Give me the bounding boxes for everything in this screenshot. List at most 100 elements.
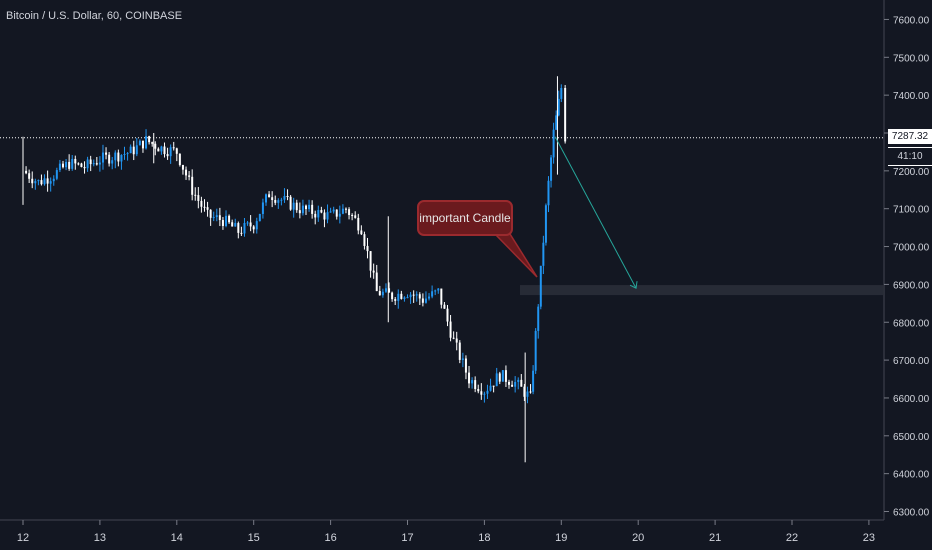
candle-body	[28, 173, 31, 179]
candle-body	[304, 205, 307, 210]
candle-body	[437, 288, 440, 291]
candle-body	[301, 205, 304, 214]
candle-body	[132, 146, 135, 155]
candle-body	[268, 194, 271, 198]
candle-body	[135, 145, 138, 155]
time-tick-label: 12	[17, 532, 29, 544]
important-candle-callout[interactable]: important Candle	[417, 200, 513, 236]
candle-body	[154, 143, 157, 149]
candle-body	[335, 209, 338, 217]
candle-body	[434, 290, 437, 292]
candle-body	[471, 380, 474, 384]
candle-body	[461, 358, 464, 360]
candle-body	[71, 158, 74, 169]
price-tick-label: 7500.00	[893, 53, 930, 64]
candle-body	[31, 178, 34, 184]
candle-body	[185, 169, 188, 176]
candle-body	[215, 215, 218, 218]
candle-body	[514, 381, 517, 387]
price-tick-label: 6600.00	[893, 394, 930, 405]
projection-arrow-line	[554, 136, 637, 289]
price-tick-label: 6700.00	[893, 356, 930, 367]
candle-body	[557, 98, 560, 116]
candle-body	[388, 288, 391, 293]
candle-body	[240, 232, 243, 234]
candle-body	[311, 204, 314, 214]
candle-body	[555, 115, 558, 130]
candle-body	[400, 293, 403, 299]
candle-body	[292, 202, 295, 210]
candle-body	[477, 388, 480, 392]
candle-body	[520, 379, 523, 387]
candle-body	[203, 206, 206, 208]
candle-body	[49, 181, 52, 184]
candle-body	[206, 207, 209, 210]
candle-body	[55, 170, 58, 179]
candle-body	[243, 222, 246, 234]
candle-body	[357, 217, 360, 231]
price-tick-label: 7100.00	[893, 205, 930, 216]
candle-body	[138, 140, 141, 146]
time-tick-label: 15	[248, 532, 260, 544]
candle-body	[314, 213, 317, 218]
candle-body	[249, 222, 252, 227]
candle-body	[157, 148, 160, 152]
candle-body	[74, 158, 77, 164]
candle-body	[209, 209, 212, 218]
candle-body	[501, 370, 504, 382]
candle-body	[440, 288, 443, 305]
candle-body	[114, 152, 117, 161]
candle-body	[381, 291, 384, 296]
candle-body	[320, 210, 323, 213]
candle-body	[455, 338, 458, 343]
candle-body	[117, 152, 120, 162]
candle-body	[265, 194, 268, 203]
price-tick-label: 6400.00	[893, 470, 930, 481]
support-zone	[520, 285, 884, 296]
candle-body	[221, 220, 224, 226]
candle-body	[323, 212, 326, 220]
candle-body	[391, 292, 394, 300]
candle-body	[415, 294, 418, 296]
candle-body	[92, 163, 95, 165]
candles-group	[22, 76, 567, 463]
candle-body	[344, 208, 347, 210]
candle-body	[542, 242, 545, 266]
candle-body	[458, 342, 461, 360]
candle-body	[194, 194, 197, 196]
time-tick-label: 16	[324, 532, 336, 544]
candle-body	[378, 291, 381, 296]
candle-body	[366, 245, 369, 252]
price-tick-label: 7000.00	[893, 243, 930, 254]
candle-body	[421, 298, 424, 303]
candle-body	[298, 210, 301, 214]
candle-body	[534, 330, 537, 371]
candle-body	[120, 154, 123, 162]
candle-body	[280, 199, 283, 201]
candle-body	[397, 293, 400, 301]
time-tick-label: 13	[94, 532, 106, 544]
candle-body	[160, 146, 163, 152]
candle-body	[105, 152, 108, 155]
candle-body	[65, 161, 68, 168]
candle-body	[89, 159, 92, 165]
candle-body	[77, 163, 80, 165]
candle-body	[468, 372, 471, 384]
candle-body	[286, 196, 289, 198]
candle-body	[80, 163, 83, 167]
candle-body	[338, 213, 341, 217]
candle-body	[255, 221, 258, 230]
candle-body	[489, 385, 492, 391]
candle-body	[188, 175, 191, 177]
candle-body	[348, 209, 351, 216]
candle-body	[449, 321, 452, 338]
candle-body	[308, 204, 311, 210]
candle-body	[123, 154, 126, 156]
candle-body	[375, 272, 378, 292]
candle-body	[369, 251, 372, 271]
candle-body	[200, 200, 203, 207]
candle-body	[526, 391, 529, 397]
candle-body	[552, 129, 555, 158]
candle-body	[550, 157, 553, 181]
